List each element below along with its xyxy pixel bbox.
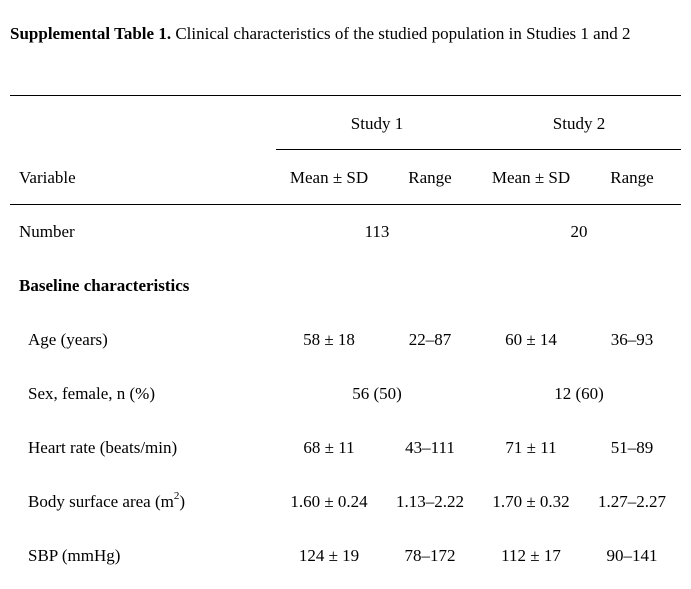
top-rule	[10, 95, 681, 96]
row-bsa-label: Body surface area (m2)	[28, 490, 186, 512]
row-bsa-s2-mean: 1.70 ± 0.32	[492, 492, 570, 511]
header-study2-mean-sd: Mean ± SD	[491, 168, 571, 187]
row-age-s1-mean: 58 ± 18	[303, 330, 355, 349]
row-sbp-s2-range: 90–141	[606, 546, 658, 565]
header-study2: Study 2	[552, 114, 606, 133]
row-bsa-s1-range: 1.13–2.22	[396, 492, 464, 511]
row-bsa-s2-range: 1.27–2.27	[598, 492, 666, 511]
row-sex-label: Sex, female, n (%)	[28, 384, 155, 403]
caption-label: Supplemental Table 1.	[10, 24, 172, 43]
number-row-label: Number	[19, 222, 75, 241]
row-bsa-label-sup: 2	[173, 490, 180, 503]
row-heart-rate-s2-mean: 71 ± 11	[505, 438, 557, 457]
row-age-s1-range: 22–87	[408, 330, 452, 349]
header-study2-range: Range	[610, 168, 654, 187]
row-bsa-label-prefix: Body surface area (m	[28, 492, 174, 511]
row-sex-s1: 56 (50)	[352, 384, 402, 403]
row-sbp-label: SBP (mmHg)	[28, 546, 121, 565]
row-bsa-s1-mean: 1.60 ± 0.24	[290, 492, 368, 511]
number-row-study2: 20	[570, 222, 588, 241]
number-row-study1: 113	[364, 222, 390, 241]
row-sbp-s1-mean: 124 ± 19	[298, 546, 360, 565]
header-study1-mean-sd: Mean ± SD	[289, 168, 369, 187]
row-heart-rate-s1-mean: 68 ± 11	[303, 438, 355, 457]
row-heart-rate-s2-range: 51–89	[610, 438, 654, 457]
row-bsa-label-suffix: )	[179, 492, 186, 511]
row-sbp-s2-mean: 112 ± 17	[501, 546, 561, 565]
header-study1: Study 1	[350, 114, 404, 133]
row-heart-rate-s1-range: 43–111	[405, 438, 455, 457]
caption-text: Clinical characteristics of the studied …	[171, 24, 631, 43]
row-sex-s2: 12 (60)	[554, 384, 604, 403]
row-sbp-s1-range: 78–172	[404, 546, 456, 565]
row-heart-rate-label: Heart rate (beats/min)	[28, 438, 178, 457]
table-caption: Supplemental Table 1. Clinical character…	[10, 7, 682, 61]
header-variable: Variable	[19, 168, 76, 187]
header-bottom-rule	[10, 204, 681, 205]
row-age-label: Age (years)	[28, 330, 108, 349]
section-heading: Baseline characteristics	[19, 276, 190, 295]
row-age-s2-range: 36–93	[610, 330, 654, 349]
study-group-rule	[276, 149, 681, 150]
header-study1-range: Range	[408, 168, 452, 187]
row-age-s2-mean: 60 ± 14	[505, 330, 557, 349]
